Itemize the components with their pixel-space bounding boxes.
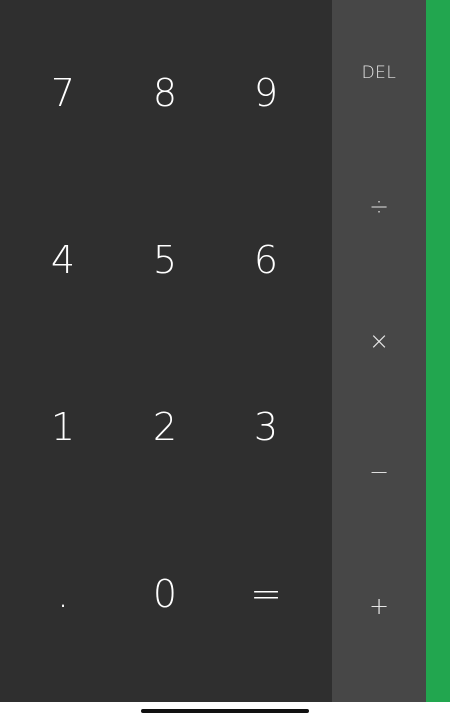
equals-button[interactable]: = <box>250 572 282 616</box>
digit-9-button[interactable]: 9 <box>253 71 279 115</box>
digit-2-button[interactable]: 2 <box>152 405 178 449</box>
digit-6-button[interactable]: 6 <box>253 238 279 282</box>
digit-8-button[interactable]: 8 <box>152 71 178 115</box>
operator-panel: DEL ÷ × − + <box>332 0 426 702</box>
digit-3-button[interactable]: 3 <box>253 405 279 449</box>
digit-5-button[interactable]: 5 <box>152 238 178 282</box>
divide-button[interactable]: ÷ <box>368 192 390 220</box>
system-navigation-bar <box>0 702 450 719</box>
digit-0-button[interactable]: 0 <box>152 572 178 616</box>
numpad: 7 8 9 4 5 6 1 2 3 . 0 = <box>0 0 332 702</box>
decimal-point-button[interactable]: . <box>56 572 70 616</box>
digit-4-button[interactable]: 4 <box>50 238 76 282</box>
digit-7-button[interactable]: 7 <box>50 71 76 115</box>
home-indicator[interactable] <box>141 709 309 713</box>
multiply-button[interactable]: × <box>368 327 390 355</box>
digit-1-button[interactable]: 1 <box>50 405 76 449</box>
add-button[interactable]: + <box>368 592 390 620</box>
delete-button[interactable]: DEL <box>361 63 397 83</box>
calculator-app: 7 8 9 4 5 6 1 2 3 . 0 = DEL ÷ × − + <box>0 0 450 702</box>
advanced-panel-drawer[interactable] <box>426 0 450 702</box>
subtract-button[interactable]: − <box>368 458 390 486</box>
